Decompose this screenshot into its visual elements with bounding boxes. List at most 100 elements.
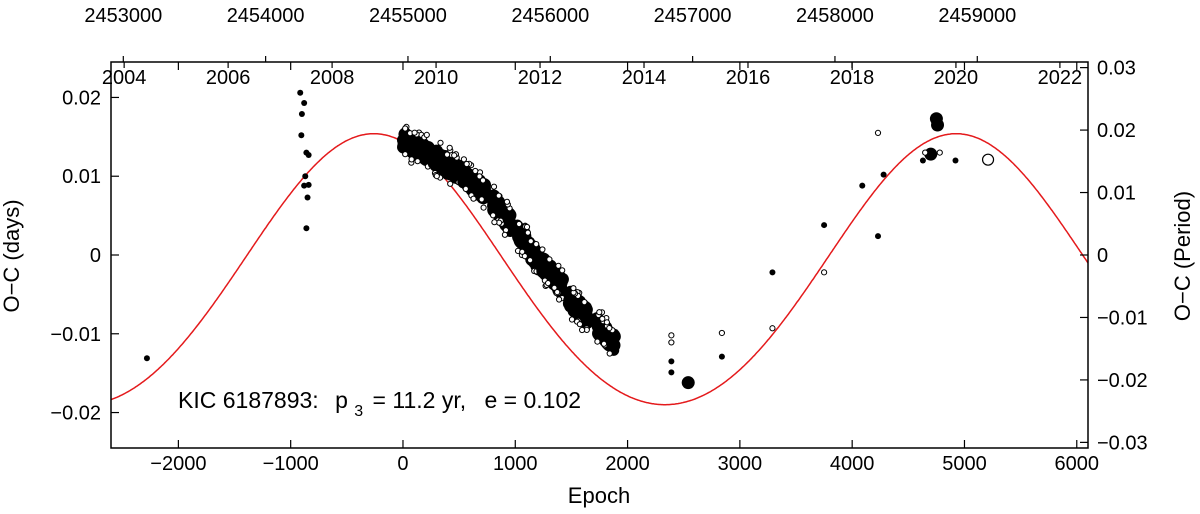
primary-minimum [301, 99, 308, 106]
primary-minimum [143, 355, 150, 362]
kepler-secondary-point [451, 152, 458, 159]
kepler-secondary-point [491, 219, 498, 226]
secondary-minimum [718, 329, 726, 337]
x-tick-label: 3000 [718, 453, 763, 475]
kepler-secondary-point [533, 241, 540, 248]
kepler-secondary-point [490, 183, 498, 190]
kepler-secondary-point [480, 204, 487, 211]
kepler-secondary-point [527, 238, 534, 245]
kepler-secondary-point [556, 296, 563, 303]
y-tick-label: 0.01 [62, 166, 101, 188]
axis-layer: −2000 −1000 0 1000 2000 3000 4000 5000 6000 −0.02… [50, 5, 1147, 475]
kepler-secondary-point [495, 192, 502, 199]
secondary-minimum [668, 339, 675, 346]
kepler-secondary-point [490, 212, 497, 219]
annotation-period-value: = 11.2 yr, [373, 387, 467, 413]
year-tick-label: 2012 [518, 67, 563, 89]
kepler-secondary-point [402, 151, 409, 158]
primary-minimum [668, 369, 675, 376]
primary-minimum-large [681, 376, 695, 390]
kepler-secondary-point [606, 350, 613, 357]
y-right-tick-label: 0.03 [1097, 58, 1136, 80]
kepler-secondary-point [411, 129, 418, 136]
kepler-secondary-point [554, 289, 561, 296]
kepler-secondary-point [521, 253, 528, 260]
x-tick-label: −2000 [150, 453, 206, 475]
kepler-secondary-point [596, 309, 603, 316]
kepler-point [607, 329, 621, 344]
kepler-secondary-point [463, 160, 470, 168]
kepler-secondary-point [476, 173, 483, 180]
kepler-secondary-point [501, 231, 508, 238]
kepler-secondary-point [568, 316, 576, 323]
primary-minimum [301, 182, 308, 189]
primary-minimum [821, 222, 828, 229]
primary-minimum [668, 358, 675, 365]
y-right-tick-label: 0.01 [1097, 183, 1136, 205]
primary-minimum [859, 182, 866, 189]
kepler-point [555, 272, 569, 286]
kepler-secondary-point [414, 158, 421, 165]
kepler-secondary-point [539, 246, 546, 253]
kepler-secondary-point [479, 177, 487, 184]
year-tick-label: 2006 [206, 67, 251, 89]
kepler-secondary-point [603, 319, 611, 326]
kepler-secondary-point [599, 315, 606, 322]
annotation-p-label: p [335, 387, 348, 413]
kepler-secondary-point [606, 325, 613, 332]
year-tick-label: 2014 [622, 67, 667, 89]
kepler-secondary-point [503, 198, 511, 205]
jd-tick-label: 2456000 [511, 5, 589, 27]
year-tick-label: 2020 [934, 67, 979, 89]
kepler-secondary-point [581, 299, 588, 306]
kepler-point [580, 313, 594, 327]
kepler-secondary-point [447, 180, 454, 187]
orbit-annotation: KIC 6187893: p 3 = 11.2 yr, e = 0.102 [178, 387, 581, 421]
y-axis-left-title: O−C (days) [0, 199, 24, 312]
jd-tick-label: 2453000 [84, 5, 162, 27]
kepler-secondary-point [519, 248, 526, 255]
year-tick-label: 2008 [310, 67, 355, 89]
kepler-secondary-point [423, 131, 430, 138]
kepler-secondary-point [545, 280, 552, 287]
kepler-secondary-point [555, 262, 562, 269]
secondary-minimum [874, 129, 882, 136]
annotation-eccentricity: e = 0.102 [485, 387, 582, 413]
y-right-tick-label: 0 [1097, 245, 1108, 267]
jd-tick-label: 2457000 [654, 5, 732, 27]
kepler-secondary-point [402, 125, 409, 132]
primary-minimum [880, 171, 887, 178]
jd-tick-label: 2455000 [369, 5, 447, 27]
kepler-secondary-point [408, 156, 415, 163]
year-tick-label: 2010 [414, 67, 459, 89]
primary-minimum [298, 110, 305, 117]
x-tick-label: 6000 [1055, 453, 1100, 475]
x-tick-label: 4000 [830, 453, 875, 475]
secondary-minimum [820, 269, 828, 276]
kepler-secondary-point [527, 257, 534, 264]
y-axis-right-title: O−C (Period) [1170, 191, 1195, 321]
x-tick-label: 5000 [942, 453, 987, 475]
kepler-secondary-point [478, 196, 485, 203]
kepler-secondary-point [516, 220, 523, 228]
kepler-secondary-point [524, 229, 532, 236]
y-tick-label: −0.01 [50, 324, 101, 346]
kepler-secondary-point [433, 173, 440, 180]
kepler-secondary-point [437, 139, 444, 146]
kepler-secondary-point [551, 284, 558, 291]
primary-minimum [304, 194, 311, 201]
jd-tick-label: 2458000 [796, 5, 874, 27]
jd-tick-label: 2454000 [227, 5, 305, 27]
kepler-secondary-point [462, 185, 469, 192]
primary-minimum [952, 157, 959, 164]
kepler-secondary-point [523, 223, 531, 231]
kepler-secondary-point [579, 326, 586, 334]
kepler-secondary-point [576, 321, 584, 328]
model-curve [111, 132, 1088, 406]
kepler-secondary-point [570, 285, 577, 292]
x-tick-label: 0 [397, 453, 408, 475]
primary-minimum [305, 181, 312, 188]
data-layer [111, 89, 1088, 406]
secondary-minimum-large [981, 153, 995, 166]
